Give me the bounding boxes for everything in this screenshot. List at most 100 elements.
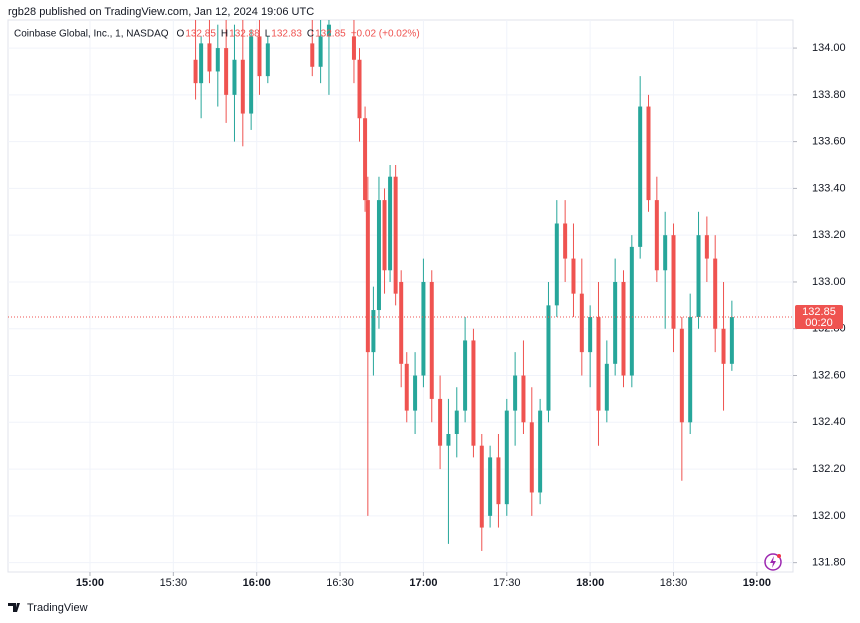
- candle-body: [382, 200, 387, 271]
- candle-body: [729, 317, 734, 364]
- candle-body: [479, 445, 484, 528]
- candle-body: [265, 43, 270, 77]
- candle-body: [215, 48, 220, 72]
- y-tick-label: 133.40: [812, 182, 846, 194]
- candle-body: [488, 457, 493, 516]
- candle-body: [671, 235, 676, 329]
- candle-body: [446, 434, 451, 446]
- candle-body: [365, 200, 370, 353]
- candle-body: [554, 223, 559, 306]
- candle-body: [429, 281, 434, 399]
- candle-body: [413, 375, 418, 411]
- grid: 134.00 133.80 133.60 133.40 133.20 133.00 132.…: [8, 20, 846, 589]
- candle-body: [421, 281, 426, 376]
- candle-body: [399, 281, 404, 364]
- candle-body: [454, 410, 459, 434]
- header: rgb28 published on TradingView.com, Jan …: [8, 6, 314, 18]
- footer-logo: [8, 603, 20, 612]
- x-tick-label: 18:30: [660, 577, 688, 589]
- candle-body: [471, 340, 476, 446]
- x-tick-label: 19:00: [743, 577, 771, 589]
- legend-title: Coinbase Global, Inc., 1, NASDAQ: [14, 29, 169, 40]
- x-tick-label: 15:30: [160, 577, 188, 589]
- candle-body: [713, 258, 718, 329]
- candle-body: [207, 43, 212, 72]
- icon: [764, 553, 782, 571]
- candle-body: [654, 200, 659, 271]
- candle-body: [388, 176, 393, 271]
- candle-body: [496, 457, 501, 505]
- candle-body: [224, 48, 229, 95]
- ohlc-change: +0.02 (+0.02%): [351, 29, 420, 40]
- candle-body: [663, 235, 668, 271]
- y-tick-label: 134.00: [812, 42, 846, 54]
- candle-body: [571, 258, 576, 294]
- y-tick-label: 133.20: [812, 229, 846, 241]
- x-tick-label: 16:30: [326, 577, 354, 589]
- candle-body: [704, 235, 709, 259]
- ohlc-label: C: [307, 29, 314, 40]
- ohlc-label: L: [265, 29, 271, 40]
- y-tick-label: 131.80: [812, 557, 846, 569]
- candle-body: [351, 36, 356, 60]
- x-tick-label: 15:00: [76, 577, 104, 589]
- ohlc-label: H: [221, 29, 228, 40]
- candle-body: [529, 422, 534, 493]
- candle-body: [696, 235, 701, 318]
- candle-body: [538, 410, 543, 493]
- candle-body: [363, 118, 368, 201]
- candle-body: [604, 363, 609, 411]
- candle-body: [504, 410, 509, 505]
- ohlc-value: 132.85: [315, 29, 346, 40]
- x-tick-label: 16:00: [243, 577, 271, 589]
- price-tag-value: 132.85: [802, 306, 836, 318]
- ohlc-value: 132.88: [229, 29, 260, 40]
- candle-body: [310, 43, 315, 67]
- footer: TradingView: [27, 602, 88, 614]
- candle-body: [371, 310, 376, 353]
- candle-body: [199, 43, 204, 84]
- y-tick-label: 132.00: [812, 510, 846, 522]
- y-tick-label: 133.80: [812, 89, 846, 101]
- candles: [193, 20, 734, 551]
- y-tick-label: 133.00: [812, 276, 846, 288]
- candle-body: [679, 328, 684, 423]
- candle-body: [638, 106, 643, 247]
- candle-body: [232, 59, 237, 95]
- candle-body: [646, 106, 651, 201]
- candle-body: [563, 223, 568, 259]
- x-tick-label: 18:00: [576, 577, 604, 589]
- price-tag: [795, 305, 843, 330]
- y-tick-label: 132.40: [812, 416, 846, 428]
- candle-body: [357, 59, 362, 119]
- x-tick-label: 17:30: [493, 577, 521, 589]
- candle-body: [257, 36, 262, 77]
- candle-body: [393, 176, 398, 294]
- candle-body: [621, 281, 626, 376]
- candle-body: [629, 246, 634, 376]
- legend: Coinbase Global, Inc., 1, NASDAQ O 132.85…: [14, 29, 420, 40]
- candle-body: [404, 363, 409, 411]
- candle-body: [193, 59, 198, 84]
- ohlc-value: 132.85: [185, 29, 216, 40]
- candle-body: [521, 375, 526, 423]
- x-tick-label: 17:00: [409, 577, 437, 589]
- ohlc-value: 132.83: [271, 29, 302, 40]
- candle-body: [376, 200, 381, 311]
- candle-body: [588, 317, 593, 353]
- candle-body: [318, 36, 323, 67]
- y-tick-label: 132.60: [812, 369, 846, 381]
- candle-body: [613, 281, 618, 364]
- ohlc-label: O: [177, 29, 185, 40]
- candle-body: [463, 340, 468, 411]
- candle-body: [721, 328, 726, 364]
- candle-body: [688, 317, 693, 423]
- candle-body: [326, 24, 331, 37]
- y-tick-label: 132.20: [812, 463, 846, 475]
- price-tag-countdown: 00:20: [805, 317, 833, 329]
- candle-body: [579, 293, 584, 353]
- candle-body: [249, 36, 254, 114]
